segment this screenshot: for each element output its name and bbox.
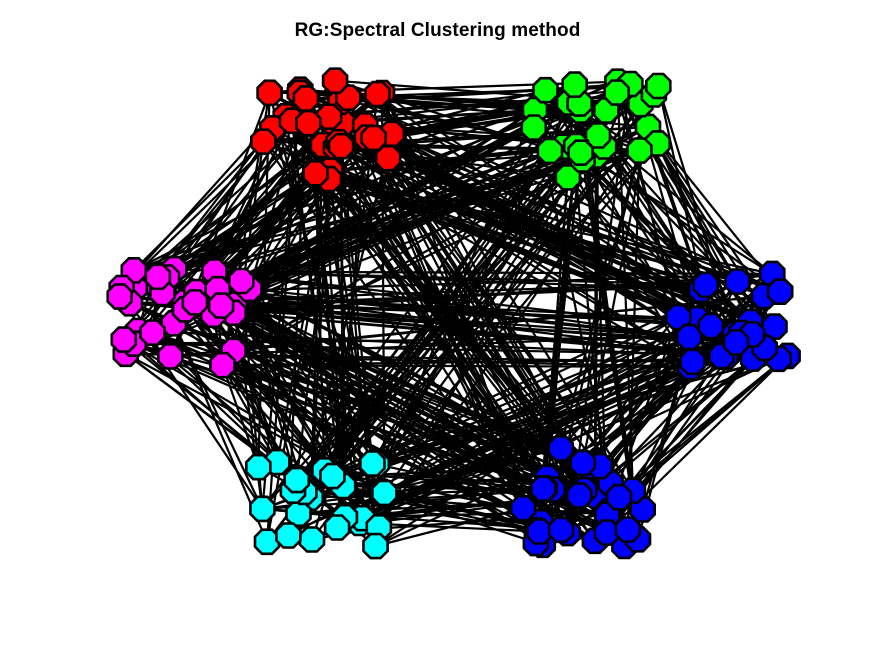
graph-node-cyan (371, 479, 398, 507)
graph-edge (194, 301, 722, 358)
graph-node-green (644, 72, 672, 100)
graph-edge (383, 325, 712, 494)
graph-edge (214, 270, 706, 286)
graph-node-cyan (362, 532, 389, 560)
graph-node-magenta (139, 319, 166, 347)
graph-node-green (603, 79, 631, 106)
graph-edge (240, 280, 306, 493)
graph-node-magenta (228, 267, 255, 295)
graph-node-cyan (245, 453, 272, 481)
graph-node-magenta (209, 351, 236, 379)
graph-edge (195, 151, 581, 294)
graph-node-blue-2 (569, 449, 597, 477)
graph-node-cyan (323, 514, 351, 541)
graph-node-cyan (285, 500, 312, 528)
graph-node-blue-2 (547, 435, 575, 462)
graph-node-green (532, 76, 559, 104)
graph-node-red (374, 144, 402, 172)
graph-node-blue (692, 271, 720, 299)
graph-edge (214, 270, 690, 339)
graph-edge (133, 140, 265, 272)
graph-edge (618, 347, 766, 499)
graph-node-red (292, 85, 320, 112)
graph-node-cyan (275, 522, 302, 549)
graph-edge (248, 288, 378, 465)
graph-node-red (302, 160, 329, 187)
graph-node-red (360, 124, 388, 152)
graph-node-blue-2 (605, 483, 633, 511)
graph-edge (217, 288, 737, 344)
graph-node-red (327, 132, 355, 160)
graph-node-blue (766, 278, 794, 306)
graph-edge (214, 270, 773, 275)
graph-node-magenta (181, 288, 209, 316)
graph-edge (133, 342, 544, 490)
graph-node-green (584, 122, 612, 149)
graph-edge (213, 270, 596, 542)
graph-edge (618, 355, 789, 499)
graph-node-green (520, 114, 548, 141)
graph-node-blue (697, 312, 725, 340)
graph-node-blue (722, 328, 750, 356)
graph-node-blue (761, 313, 788, 340)
graph-edge (232, 350, 326, 471)
graph-node-red (364, 80, 391, 108)
graph-node-green (567, 139, 594, 166)
graph-edge (580, 151, 773, 275)
graph-edge (249, 149, 551, 290)
nodes-layer (106, 67, 801, 560)
graph-node-magenta (144, 263, 172, 291)
graph-node-magenta (207, 292, 235, 319)
graph-edge (170, 295, 765, 358)
graph-node-red (321, 67, 349, 94)
graph-node-blue (679, 348, 706, 376)
graph-edge (387, 108, 536, 160)
graph-edge (657, 85, 736, 335)
graph-edge (133, 144, 577, 272)
graph-node-blue-2 (509, 494, 537, 522)
graph-node-cyan (298, 526, 326, 553)
figure-title: RG:Spectral Clustering method (294, 20, 581, 41)
graph-node-magenta (110, 326, 138, 353)
graph-edge (213, 270, 584, 464)
graph-edge (220, 83, 576, 307)
graph-edge (626, 150, 641, 530)
graph-edge (216, 288, 386, 494)
graph-node-green (626, 137, 653, 164)
graph-node-cyan (249, 495, 276, 523)
graph-node-green (536, 137, 564, 165)
graph-node-red (315, 103, 343, 130)
graph-node-blue-2 (565, 482, 593, 509)
graph-node-blue-2 (547, 516, 575, 544)
graph-node-magenta (157, 342, 184, 370)
graph-edge (173, 157, 389, 271)
graph-node-green (561, 71, 589, 98)
graph-node-cyan (283, 466, 311, 494)
graph-node-blue-2 (614, 516, 642, 543)
graph-node-magenta (106, 283, 133, 310)
graph-edge (119, 295, 544, 490)
graph-node-cyan (359, 450, 386, 477)
graph-node-red (256, 79, 283, 107)
graph-node-cyan (319, 462, 346, 490)
graph-edge (221, 283, 706, 307)
graph-edge (234, 303, 690, 339)
graph-node-red (250, 128, 277, 155)
graph-node-blue-2 (529, 475, 557, 503)
graph-node-red (294, 109, 322, 137)
graph-node-blue (724, 268, 751, 295)
